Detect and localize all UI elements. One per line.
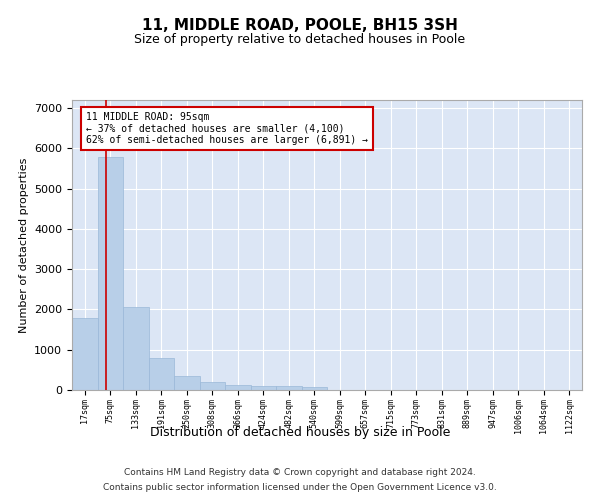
Text: 11, MIDDLE ROAD, POOLE, BH15 3SH: 11, MIDDLE ROAD, POOLE, BH15 3SH: [142, 18, 458, 32]
Bar: [174, 376, 199, 390]
Bar: [123, 307, 149, 390]
Text: Contains public sector information licensed under the Open Government Licence v3: Contains public sector information licen…: [103, 483, 497, 492]
Bar: [302, 387, 327, 390]
Text: Contains HM Land Registry data © Crown copyright and database right 2024.: Contains HM Land Registry data © Crown c…: [124, 468, 476, 477]
Bar: [72, 318, 97, 390]
Text: Size of property relative to detached houses in Poole: Size of property relative to detached ho…: [134, 32, 466, 46]
Y-axis label: Number of detached properties: Number of detached properties: [19, 158, 29, 332]
Text: Distribution of detached houses by size in Poole: Distribution of detached houses by size …: [150, 426, 450, 439]
Bar: [251, 386, 276, 390]
Bar: [149, 358, 174, 390]
Bar: [97, 157, 123, 390]
Text: 11 MIDDLE ROAD: 95sqm
← 37% of detached houses are smaller (4,100)
62% of semi-d: 11 MIDDLE ROAD: 95sqm ← 37% of detached …: [86, 112, 368, 146]
Bar: [276, 386, 302, 390]
Bar: [225, 385, 251, 390]
Bar: [199, 382, 225, 390]
